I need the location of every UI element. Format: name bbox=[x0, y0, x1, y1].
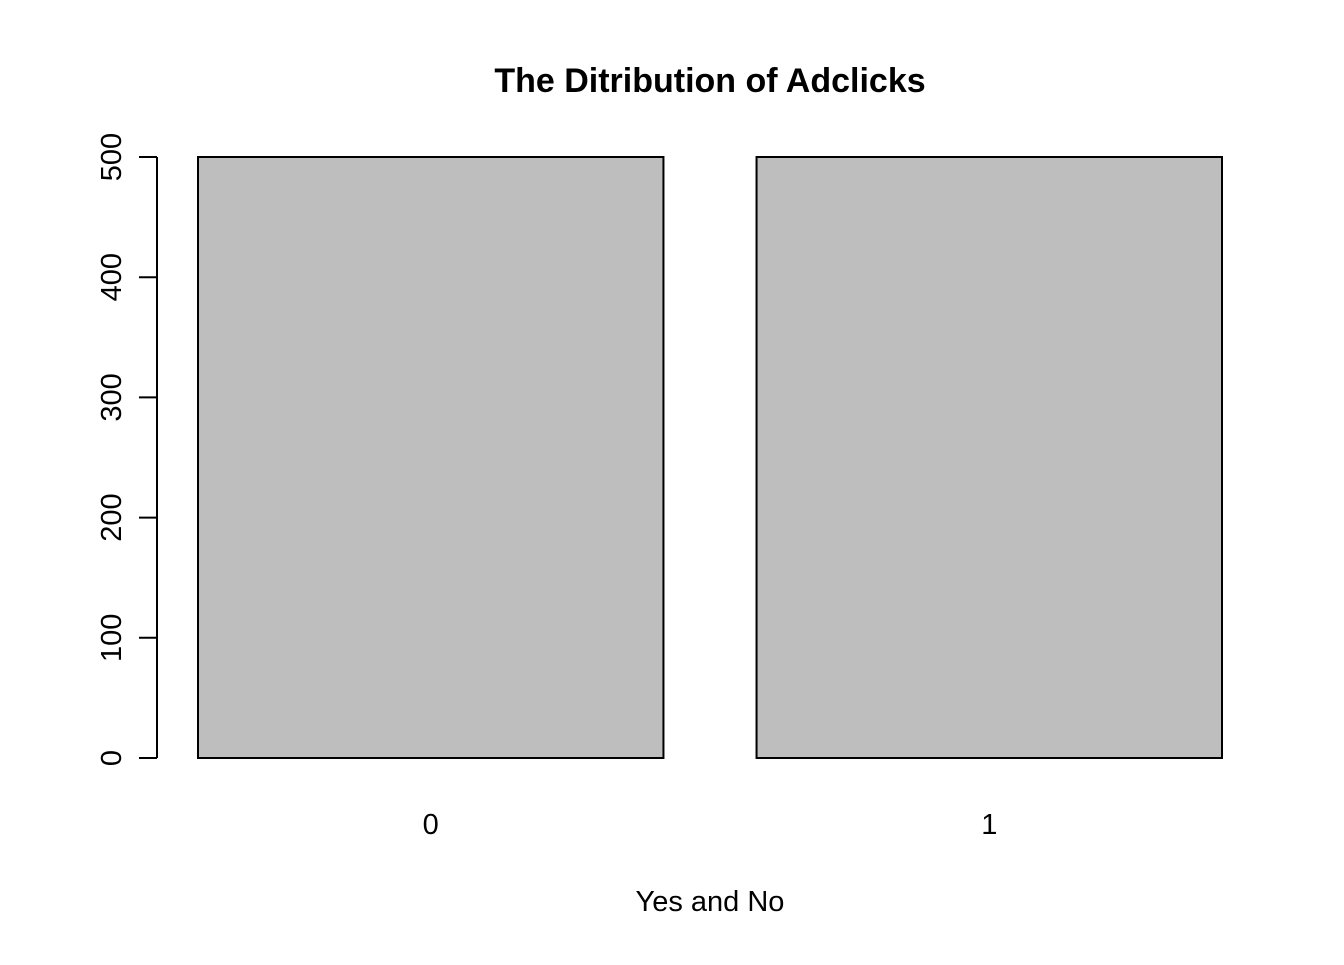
y-tick-label: 100 bbox=[96, 614, 128, 662]
chart-title: The Ditribution of Adclicks bbox=[494, 62, 925, 100]
y-tick-label: 400 bbox=[96, 253, 128, 301]
y-tick-label: 200 bbox=[96, 493, 128, 541]
bars-group bbox=[197, 156, 1224, 759]
x-axis-label: Yes and No bbox=[636, 886, 785, 918]
bar-0 bbox=[197, 156, 665, 759]
x-tick-label: 0 bbox=[423, 809, 439, 841]
x-tick-label: 1 bbox=[981, 809, 997, 841]
y-tick-label: 300 bbox=[96, 373, 128, 421]
y-tick-label: 500 bbox=[96, 133, 128, 181]
bar-1 bbox=[755, 156, 1224, 759]
y-tick-label: 0 bbox=[96, 750, 128, 766]
y-axis: 0 100 200 300 400 500 bbox=[96, 133, 158, 766]
